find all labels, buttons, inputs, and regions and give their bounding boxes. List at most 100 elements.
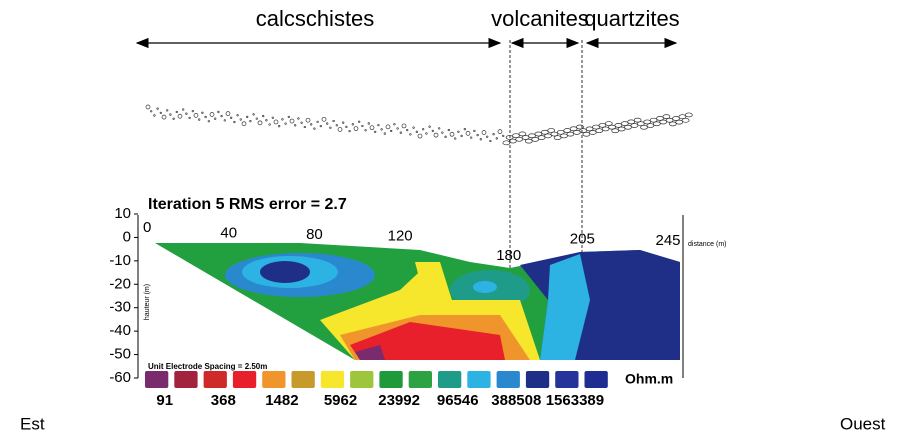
rock-dot <box>273 119 279 125</box>
rock-dot <box>351 123 354 126</box>
rock-dot <box>358 120 361 123</box>
rock-dot <box>428 125 431 128</box>
rock-dot <box>185 112 188 115</box>
rock-dot <box>470 136 473 139</box>
rock-dot <box>332 119 335 123</box>
rock-dot <box>441 131 444 134</box>
rock-dot <box>166 109 169 112</box>
rock-fragment <box>684 112 693 118</box>
rock-dot <box>172 117 175 120</box>
rock-fragment <box>662 114 671 119</box>
legend-label: 96546 <box>437 392 479 409</box>
rock-dot <box>191 109 194 113</box>
legend-label: 368 <box>211 392 236 409</box>
rock-dot <box>385 124 391 130</box>
rock-fragment <box>652 121 661 127</box>
rock-fragment <box>502 140 511 146</box>
y-tick-label: -50 <box>109 346 131 363</box>
rock-fragment <box>524 138 533 144</box>
legend-label: 5962 <box>324 392 357 409</box>
rock-dot <box>321 116 327 122</box>
rock-dot <box>497 129 503 134</box>
rock-fragment <box>604 121 613 126</box>
rock-dot <box>209 112 215 117</box>
rock-dot <box>473 129 476 132</box>
legend-swatch <box>291 371 315 388</box>
rock-dot <box>284 122 287 125</box>
resistivity-section <box>155 243 680 360</box>
direction-label: Ouest <box>840 414 886 433</box>
x-tick-label: 0 <box>143 219 151 236</box>
legend-label: 1563389 <box>546 392 604 409</box>
x-tick-label: 40 <box>220 224 237 241</box>
rock-fragment <box>656 116 664 121</box>
legend-label: 23992 <box>378 392 420 409</box>
rock-dot <box>377 123 380 127</box>
rock-fragment <box>540 129 549 135</box>
rock-dot <box>383 132 386 135</box>
legend-swatch <box>496 371 520 388</box>
rock-dot <box>236 114 239 117</box>
rock-fragment <box>534 131 543 137</box>
rock-dot <box>438 127 441 130</box>
rock-dot <box>316 120 319 124</box>
rock-dot <box>188 116 191 120</box>
rock-dot <box>369 125 375 131</box>
rock-dot <box>337 127 343 132</box>
rock-dot <box>239 118 242 121</box>
rock-dot <box>361 124 364 128</box>
rock-dot <box>193 113 199 118</box>
rock-dot <box>447 128 450 132</box>
rock-fragment <box>640 124 648 130</box>
rock-fragment <box>630 123 639 128</box>
rock-dot <box>233 120 236 124</box>
legend-swatch <box>379 371 403 388</box>
rock-fragment <box>547 128 556 133</box>
rock-dot <box>313 127 316 130</box>
rock-dot <box>198 118 201 121</box>
rock-dot <box>156 107 159 110</box>
rock-fragment <box>643 119 652 125</box>
y-tick-label: -30 <box>109 299 131 316</box>
rock-dot <box>406 128 409 132</box>
rock-fragment <box>646 123 655 128</box>
rock-dot <box>153 114 156 117</box>
rock-dot <box>431 129 434 133</box>
y-axis-label: hauteur (m) <box>144 284 151 320</box>
note: Unit Electrode Spacing = 2.50m <box>148 362 267 371</box>
rock-fragment <box>668 121 677 127</box>
rock-dot <box>495 137 498 140</box>
rock-dot <box>390 129 393 133</box>
rock-fragment <box>544 133 552 139</box>
rock-dot <box>204 115 207 119</box>
rock-dot <box>278 125 281 128</box>
rock-dot <box>207 120 210 123</box>
legend-label: 91 <box>156 392 173 409</box>
x-tick-label: 80 <box>306 226 323 243</box>
rock-fragment <box>620 121 629 126</box>
rock-dot <box>425 132 428 135</box>
rock-fragment <box>659 119 668 125</box>
rock-fragment <box>678 114 687 120</box>
x-tick-label: 120 <box>388 227 413 244</box>
rock-dot <box>396 127 399 130</box>
rock-fragment <box>601 126 610 132</box>
rock-dot <box>252 113 255 116</box>
rock-dot <box>433 132 439 138</box>
rock-fragment <box>518 131 527 137</box>
rock-dot <box>214 117 217 120</box>
rock-dot <box>326 122 329 125</box>
rock-dot <box>289 118 295 124</box>
rock-dot <box>225 111 231 116</box>
rock-dot <box>353 126 359 131</box>
rock-dot <box>476 133 479 137</box>
y-tick-label: 0 <box>123 228 131 245</box>
rock-strip <box>145 104 693 146</box>
rock-dot <box>460 134 463 138</box>
rock-dot <box>486 135 489 138</box>
legend-swatch <box>438 371 462 388</box>
y-tick-label: -40 <box>109 322 131 339</box>
rock-dot <box>262 114 265 118</box>
rock-fragment <box>617 126 626 132</box>
rock-fragment <box>569 126 578 132</box>
